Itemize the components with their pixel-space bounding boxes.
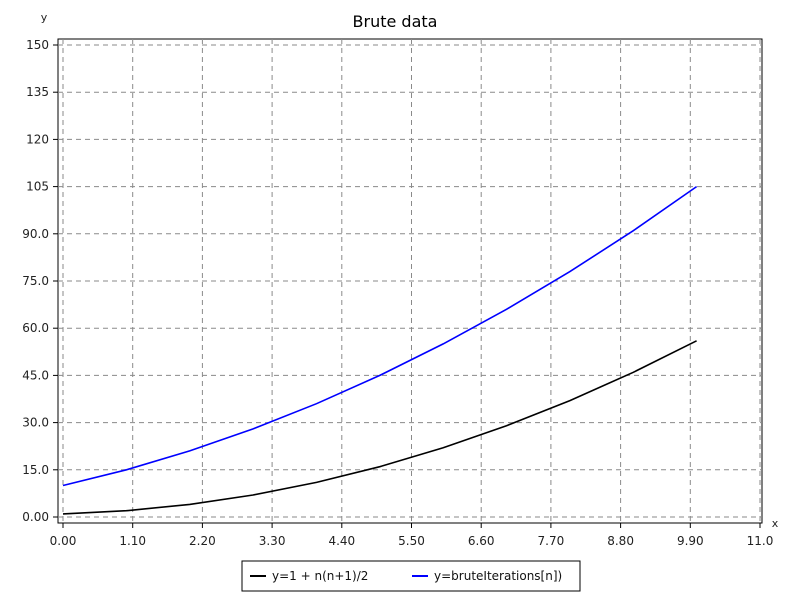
y-tick-label: 60.0 [22, 321, 49, 335]
legend: y=1 + n(n+1)/2 y=bruteIterations[n]) [241, 560, 581, 592]
y-tick-label: 150 [26, 38, 49, 52]
x-tick-label: 5.50 [398, 534, 425, 548]
y-axis-label: y [41, 11, 48, 24]
series-lines [62, 185, 698, 515]
x-tick-label: 9.90 [677, 534, 704, 548]
y-tick-label: 0.00 [22, 510, 49, 524]
x-tick-label: 0.00 [50, 534, 77, 548]
y-tick-label: 45.0 [22, 368, 49, 382]
y-tick-label: 15.0 [22, 463, 49, 477]
grid [58, 39, 762, 523]
legend-box [241, 560, 581, 592]
x-axis-label: x [772, 517, 779, 530]
x-tick-label: 6.60 [468, 534, 495, 548]
legend-label-0: y=1 + n(n+1)/2 [272, 569, 368, 583]
y-tick-label: 105 [26, 180, 49, 194]
x-tick-label: 2.20 [189, 534, 216, 548]
y-tick-label: 135 [26, 85, 49, 99]
x-tick-label: 1.10 [119, 534, 146, 548]
x-tick-label: 8.80 [607, 534, 634, 548]
y-tick-label: 120 [26, 132, 49, 146]
series-line-1 [62, 185, 698, 487]
x-tick-label: 4.40 [328, 534, 355, 548]
axis-ticks: 0.00 1.10 2.20 3.30 4.40 5.50 6.60 7.70 8.80 9.90… [22, 38, 773, 548]
y-tick-label: 90.0 [22, 227, 49, 241]
legend-label-1: y=bruteIterations[n]) [434, 569, 562, 583]
x-tick-label: 11.0 [747, 534, 774, 548]
series-line-0 [62, 340, 697, 515]
x-tick-label: 7.70 [538, 534, 565, 548]
y-tick-label: 75.0 [22, 274, 49, 288]
x-tick-label: 3.30 [259, 534, 286, 548]
chart-title: Brute data [353, 12, 438, 31]
y-tick-label: 30.0 [22, 416, 49, 430]
